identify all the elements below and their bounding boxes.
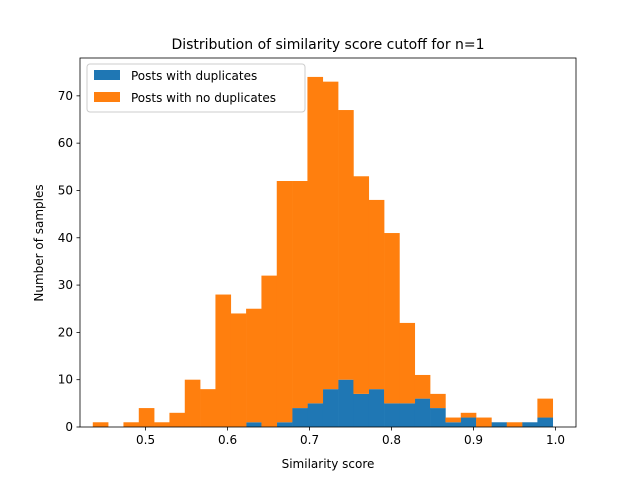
bar-with-duplicates [368,389,385,427]
bar-with-duplicates [307,403,324,427]
x-tick-label: 0.9 [464,433,483,447]
bar-no-duplicates [261,275,278,427]
x-axis-label: Similarity score [282,457,375,471]
bar-no-duplicates [307,76,324,404]
y-tick-label: 70 [58,89,73,103]
plot-frame [79,57,577,428]
bar-with-duplicates [353,393,370,427]
y-tick-label: 10 [58,373,73,387]
bar-no-duplicates [460,412,477,418]
bar-with-duplicates [491,422,508,427]
bar-no-duplicates [476,417,492,427]
bar-no-duplicates [430,393,446,409]
y-tick-label: 30 [58,278,73,292]
y-axis-label: Number of samples [32,184,46,301]
bar-with-duplicates [460,417,477,427]
legend-label: Posts with duplicates [131,69,257,83]
legend-label: Posts with no duplicates [131,91,276,105]
y-tick-label: 60 [58,136,73,150]
y-tick-label: 20 [58,325,73,339]
x-tick-label: 0.6 [218,433,237,447]
bar-with-duplicates [414,398,431,427]
legend-swatch [94,70,120,80]
bar-no-duplicates [92,422,109,427]
bar-no-duplicates [169,412,186,427]
bar-no-duplicates [338,110,354,380]
x-tick-label: 0.8 [382,433,401,447]
bar-with-duplicates [322,389,339,427]
bar-with-duplicates [537,417,554,427]
bar-with-duplicates [445,422,462,427]
chart-title: Distribution of similarity score cutoff … [171,37,484,53]
bar-no-duplicates [537,398,554,418]
bar-no-duplicates [276,181,293,423]
legend-box [86,63,306,113]
bar-no-duplicates [184,379,201,427]
bar-no-duplicates [246,308,262,423]
bar-with-duplicates [246,422,262,427]
bar-no-duplicates [154,422,170,427]
bar-no-duplicates [200,389,216,427]
bar-no-duplicates [123,422,140,427]
bar-no-duplicates [230,313,247,427]
bar-with-duplicates [338,379,354,427]
bar-no-duplicates [445,417,462,423]
x-tick-label: 0.7 [300,433,319,447]
bar-no-duplicates [368,199,385,390]
bar-no-duplicates [215,294,232,427]
bar-with-duplicates [292,408,308,427]
bar-no-duplicates [292,181,308,409]
bar-no-duplicates [353,176,370,394]
bars-group [92,76,554,427]
y-tick-label: 40 [58,231,73,245]
x-tick-label: 1.0 [546,433,565,447]
bar-with-duplicates [276,422,293,427]
y-tick-label: 0 [65,420,73,434]
bar-with-duplicates [399,403,416,427]
x-tick-label: 0.5 [136,433,155,447]
bar-no-duplicates [506,422,523,427]
bar-no-duplicates [138,408,155,427]
bar-no-duplicates [399,322,416,404]
bar-with-duplicates [430,408,446,427]
bar-no-duplicates [322,81,339,390]
bar-no-duplicates [384,233,400,404]
bar-with-duplicates [384,403,400,427]
legend: Posts with duplicates Posts with no dupli… [86,63,306,113]
axes-group: 0.5 0.6 0.7 0.8 0.9 1.0 0 10 20 30 40 50 60 70 [58,57,577,447]
y-tick-label: 50 [58,183,73,197]
legend-swatch [94,92,120,102]
bar-no-duplicates [414,374,431,399]
bar-with-duplicates [522,422,538,427]
